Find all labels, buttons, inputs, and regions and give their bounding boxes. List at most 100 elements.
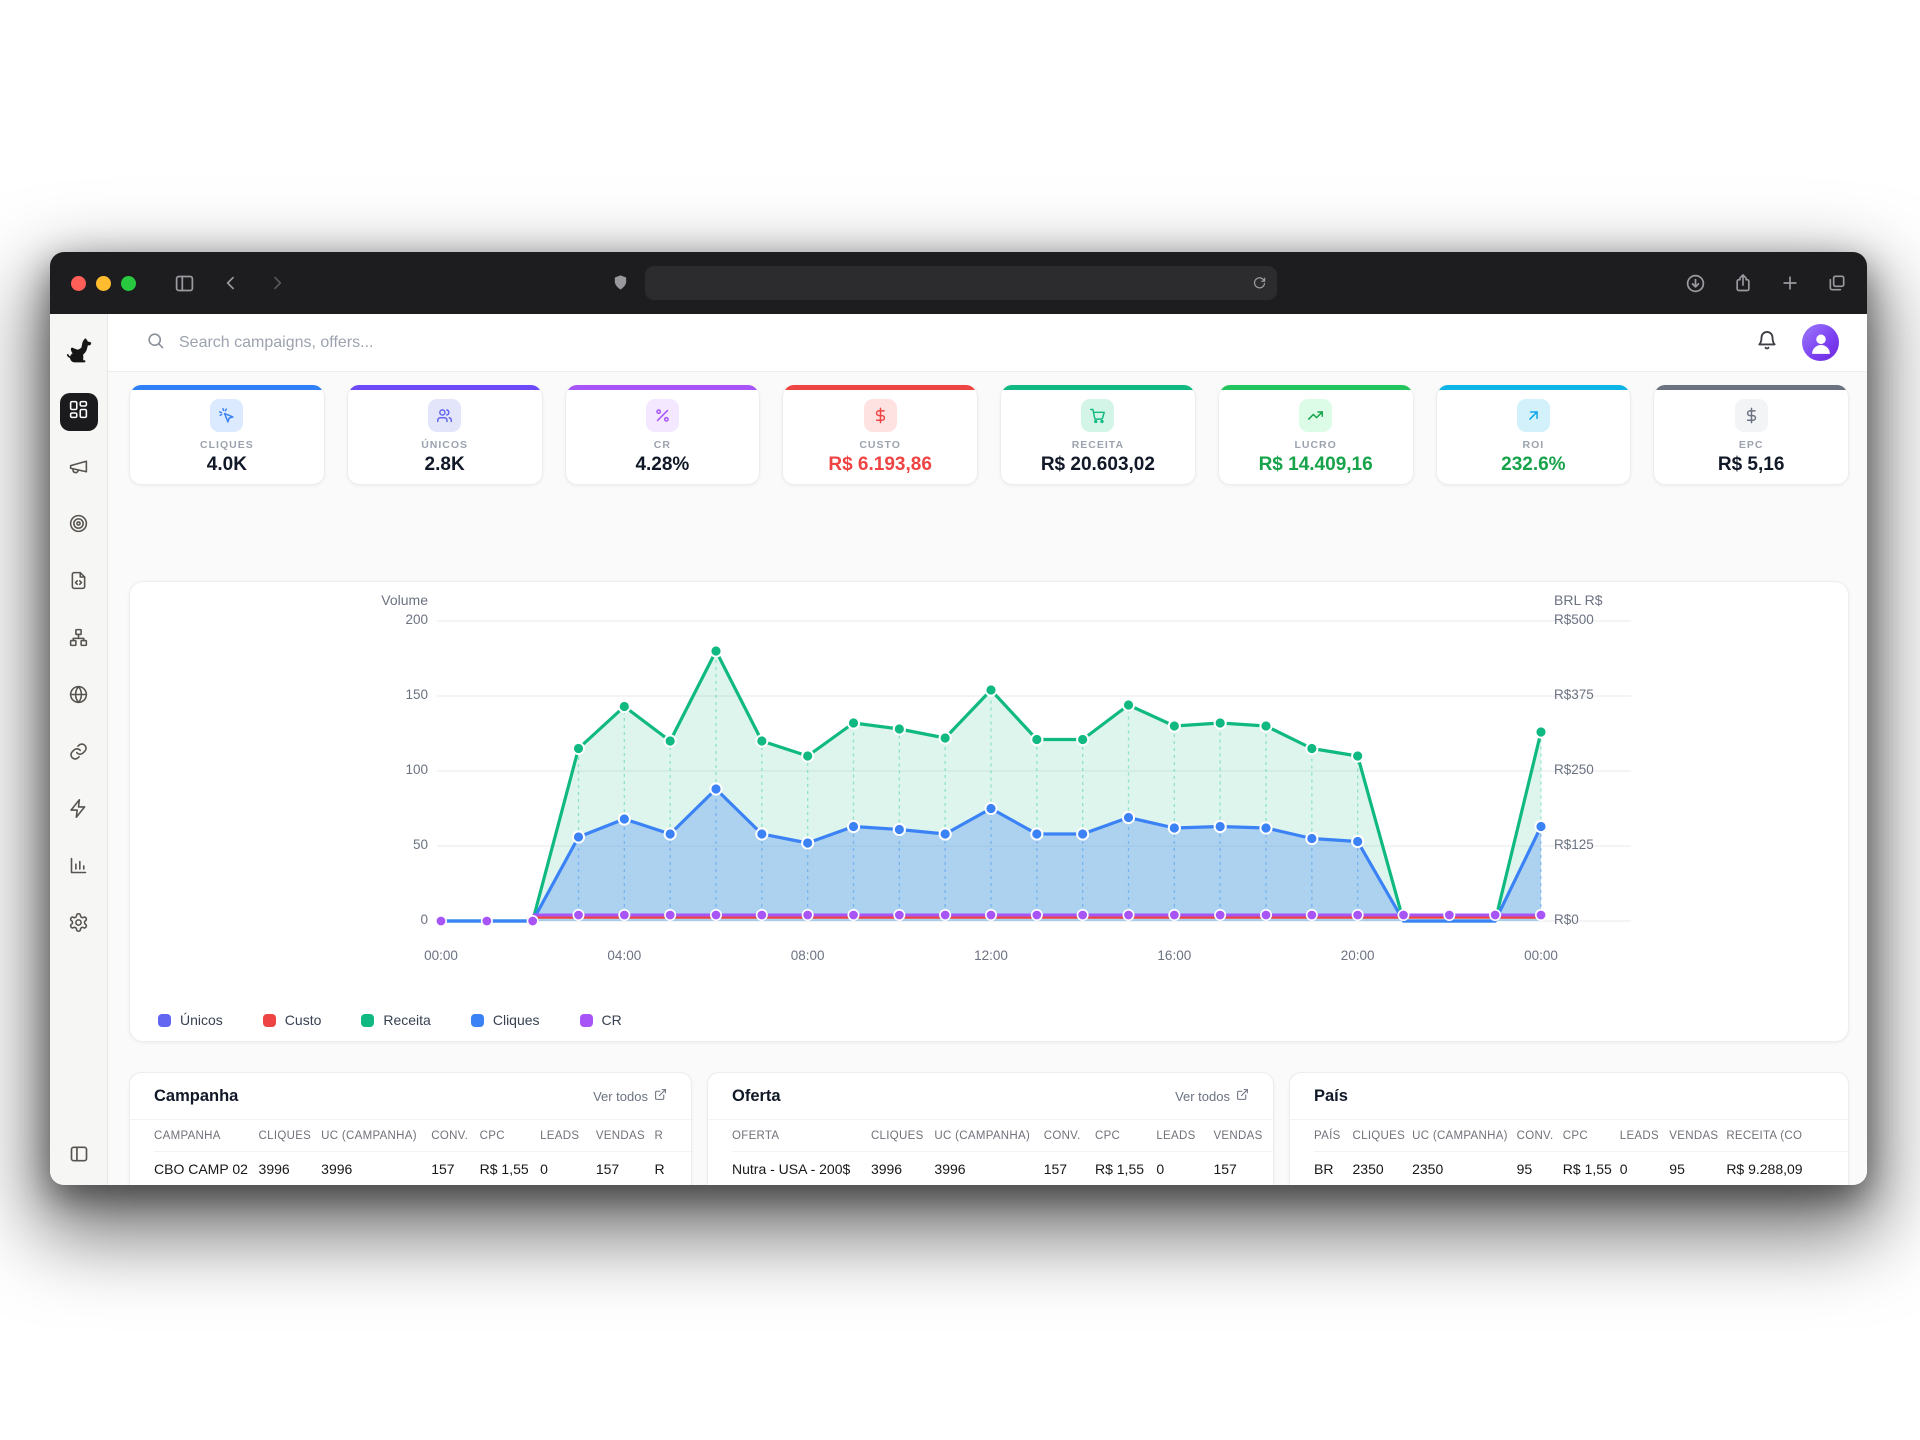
browser-window: CLIQUES 4.0K ÚNICOS 2.8K CR 4.28% CUSTO R$ 6.19…	[50, 252, 1867, 1185]
table-row[interactable]: BR 2350 2350 95 R$ 1,55 0 95 R$ 9.288,09	[1314, 1151, 1848, 1185]
stat-card-lucro: LUCRO R$ 14.409,16	[1217, 385, 1414, 485]
table-cell: 2350	[1352, 1151, 1413, 1185]
x-axis-tick: 08:00	[790, 948, 825, 963]
traffic-chart	[434, 620, 1631, 927]
megaphone-icon	[68, 456, 89, 482]
topbar	[108, 314, 1867, 372]
left-axis-tick: 50	[412, 837, 428, 852]
legend-label: Receita	[383, 1012, 431, 1028]
data-table: CAMPANHA CLIQUES UC (CAMPANHA) CONV. CPC LEAD…	[154, 1120, 691, 1185]
sidebar-toggle-icon[interactable]	[174, 273, 195, 294]
bar-chart-icon	[68, 855, 89, 881]
table-row[interactable]: Nutra - USA - 200$ 3996 3996 157 R$ 1,55 0 157	[732, 1151, 1273, 1185]
back-button[interactable]	[221, 273, 241, 293]
table-cell: Nutra - USA - 200$	[732, 1151, 871, 1185]
column-header: LEADS	[1156, 1130, 1196, 1142]
share-icon[interactable]	[1733, 273, 1753, 293]
user-avatar[interactable]	[1802, 324, 1839, 361]
table-cell: 157	[595, 1151, 655, 1185]
collapse-sidebar-icon[interactable]	[69, 1144, 89, 1169]
column-header: CPC	[1094, 1130, 1121, 1142]
table-cell: 3996	[258, 1151, 322, 1185]
column-header: CLIQUES	[258, 1130, 312, 1142]
close-window-button[interactable]	[71, 275, 86, 291]
right-axis-tick: R$125	[1554, 837, 1594, 852]
stat-card-cliques: CLIQUES 4.0K	[129, 385, 325, 485]
ver-todos-link[interactable]: Ver todos	[1175, 1088, 1249, 1104]
dashboard-icon	[68, 399, 89, 425]
table-row[interactable]: CBO CAMP 02 3996 3996 157 R$ 1,55 0 157 R	[154, 1151, 691, 1185]
target-icon	[68, 513, 89, 539]
sidebar-item-reports[interactable]	[60, 849, 98, 887]
sidebar-item-campaigns[interactable]	[60, 450, 98, 488]
stat-label: ROI	[1522, 439, 1545, 451]
left-axis-tick: 200	[405, 612, 428, 627]
table-cell: CBO CAMP 02	[154, 1151, 259, 1185]
chart-legend: Únicos Custo Receita Cliques CR	[158, 1012, 622, 1028]
sidebar-item-landers[interactable]	[60, 564, 98, 602]
cursor-click-icon	[210, 399, 244, 432]
table-title: País	[1314, 1086, 1348, 1105]
external-link-icon	[654, 1088, 667, 1104]
search-input[interactable]	[179, 333, 679, 352]
column-header: LEADS	[1619, 1130, 1659, 1142]
left-axis-tick: 150	[405, 687, 428, 702]
percent-icon	[645, 399, 679, 432]
column-header: CLIQUES	[870, 1130, 924, 1142]
cart-icon	[1081, 399, 1115, 432]
column-header: CONV.	[1043, 1130, 1081, 1142]
table-title: Oferta	[732, 1086, 781, 1105]
traffic-chart-card: Volume BRL R$ 200 150 100 50 0 R$500 R$375 R$25…	[129, 581, 1849, 1042]
column-header: VENDAS	[1213, 1130, 1263, 1142]
legend-item-cliques[interactable]: Cliques	[470, 1012, 540, 1028]
right-axis-tick: R$375	[1554, 687, 1594, 702]
notifications-bell-icon[interactable]	[1756, 329, 1778, 356]
table-cell: 0	[1619, 1151, 1670, 1185]
sidebar-item-offers[interactable]	[60, 507, 98, 545]
table-cell: 0	[1156, 1151, 1214, 1185]
left-axis-tick: 100	[405, 762, 428, 777]
minimize-window-button[interactable]	[96, 275, 111, 291]
summary-tables-row: Campanha Ver todos CAMPANHA CLIQUES UC (CAMP…	[129, 1072, 1849, 1185]
stat-value: 4.28%	[635, 454, 690, 475]
privacy-shield-icon[interactable]	[612, 274, 629, 296]
legend-swatch	[579, 1013, 593, 1027]
table-cell: 3996	[870, 1151, 935, 1185]
sidebar-item-links[interactable]	[60, 735, 98, 773]
tab-overview-icon[interactable]	[1827, 273, 1847, 293]
sidebar-item-automation[interactable]	[60, 792, 98, 830]
table-cell: 95	[1516, 1151, 1563, 1185]
legend-item-únicos[interactable]: Únicos	[158, 1012, 223, 1028]
zoom-window-button[interactable]	[121, 275, 136, 291]
legend-item-receita[interactable]: Receita	[361, 1012, 431, 1028]
ver-todos-link[interactable]: Ver todos	[593, 1088, 667, 1104]
arrow-up-right-icon	[1516, 399, 1550, 432]
legend-label: Custo	[284, 1012, 322, 1028]
stat-card-roi: ROI 232.6%	[1435, 385, 1632, 485]
downloads-icon[interactable]	[1685, 273, 1706, 294]
stat-value: R$ 14.409,16	[1258, 454, 1373, 475]
sidebar-item-domains[interactable]	[60, 678, 98, 716]
column-header: R	[654, 1130, 664, 1142]
column-header: CAMPANHA	[154, 1130, 221, 1142]
legend-item-custo[interactable]: Custo	[262, 1012, 322, 1028]
stat-card-custo: CUSTO R$ 6.193,86	[782, 385, 978, 485]
legend-swatch	[470, 1013, 484, 1027]
sidebar-item-dashboard[interactable]	[59, 393, 98, 431]
sidebar-item-flows[interactable]	[60, 621, 98, 659]
search-icon	[146, 331, 165, 355]
table-cell: 3996	[934, 1151, 1044, 1185]
sidebar-item-settings[interactable]	[60, 906, 98, 944]
reload-icon[interactable]	[1252, 276, 1267, 291]
app-logo-dog-icon[interactable]	[64, 336, 94, 371]
legend-item-cr[interactable]: CR	[579, 1012, 622, 1028]
card-accent-bar	[1001, 385, 1195, 390]
data-table: OFERTA CLIQUES UC (CAMPANHA) CONV. CPC LEADS V…	[732, 1120, 1273, 1185]
link-icon	[68, 741, 89, 767]
new-tab-icon[interactable]	[1780, 273, 1800, 293]
forward-button[interactable]	[267, 273, 287, 293]
address-bar[interactable]	[645, 266, 1277, 300]
column-header: UC (CAMPANHA)	[934, 1130, 1031, 1142]
column-header: CONV.	[1516, 1130, 1554, 1142]
stat-value: R$ 6.193,86	[828, 454, 932, 475]
